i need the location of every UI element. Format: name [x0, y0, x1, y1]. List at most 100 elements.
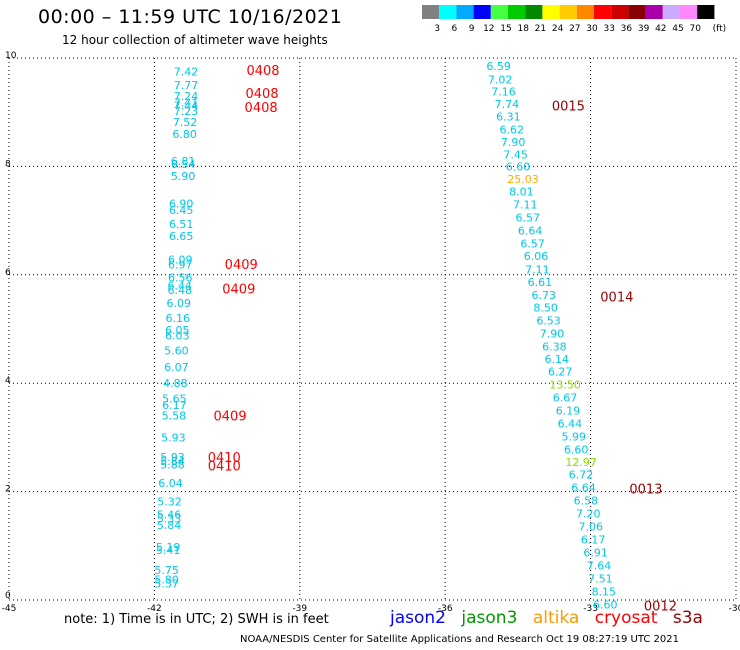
- swh-value: 6.05: [165, 324, 190, 337]
- swh-value: 7.11: [525, 263, 550, 276]
- swh-value: 6.73: [531, 289, 556, 302]
- swh-value: 6.45: [169, 204, 194, 217]
- legend-s3a: s3a: [672, 608, 703, 628]
- swh-value: 5.93: [161, 431, 186, 444]
- footer-note: note: 1) Time is in UTC; 2) SWH is in fe…: [64, 612, 329, 627]
- swh-value: 8.15: [592, 585, 617, 598]
- swh-value: 6.17: [581, 533, 606, 546]
- swh-value: 6.44: [558, 417, 583, 430]
- swh-value: 6.06: [524, 250, 549, 263]
- swh-value: 7.64: [587, 559, 612, 572]
- swh-value: 13.50: [549, 378, 581, 391]
- swh-value: 6.60: [564, 443, 589, 456]
- legend-swatch: [473, 5, 491, 19]
- swh-value: 6.53: [536, 314, 561, 327]
- swh-value: 6.04: [158, 477, 183, 490]
- swh-value: 7.52: [173, 116, 198, 129]
- legend-unit: (ft): [713, 24, 727, 34]
- swh-value: 6.51: [169, 218, 194, 231]
- legend-swatch: [456, 5, 474, 19]
- legend-swatch: [662, 5, 680, 19]
- legend-altika: altika: [532, 608, 580, 628]
- swh-value: 5.99: [562, 430, 587, 443]
- pass-time-label: 0014: [600, 290, 633, 305]
- swh-value: 7.42: [174, 66, 199, 79]
- swh-value: 6.62: [499, 124, 524, 137]
- swh-value: 6.97: [168, 259, 193, 272]
- swh-value: 6.19: [556, 404, 581, 417]
- y-tick-label: 8: [5, 159, 11, 169]
- y-tick-label: 2: [5, 485, 11, 495]
- y-tick-label: 6: [5, 268, 11, 278]
- pass-time-label: 0408: [246, 87, 279, 102]
- swh-value: 6.90: [169, 197, 194, 210]
- swh-value: 5.19: [156, 541, 181, 554]
- swh-value: 6.56: [168, 272, 193, 285]
- swh-value: 7.20: [576, 507, 601, 520]
- swh-value: 12.97: [565, 456, 597, 469]
- legend-swatch-label: 24: [552, 24, 564, 34]
- legend-swatch: [422, 5, 440, 19]
- swh-value: 5.88: [160, 459, 185, 472]
- swh-value: 6.16: [166, 312, 191, 325]
- color-scale-legend: 3 6 9 12 15 18 21 24 27 30 33 36 39 42 45 70 (ft): [422, 5, 727, 34]
- swh-value: 5.58: [162, 410, 187, 423]
- pass-time-label: 0409: [214, 410, 247, 425]
- chart-title: 00:00 – 11:59 UTC 10/16/2021: [38, 6, 343, 28]
- legend-jason3: jason3: [461, 608, 518, 628]
- swh-value: 7.44: [174, 100, 199, 113]
- swh-value: 5.93: [160, 451, 185, 464]
- swh-value: 8.01: [509, 185, 534, 198]
- swh-value: 7.11: [513, 198, 538, 211]
- swh-value: 6.64: [571, 481, 596, 494]
- swh-value: 5.41: [156, 544, 181, 557]
- swh-value: 4.88: [163, 377, 188, 390]
- legend-swatch-label: 33: [603, 24, 614, 34]
- x-tick-label: -45: [2, 604, 17, 612]
- legend-swatch: [628, 5, 646, 19]
- legend-swatch: [508, 5, 526, 19]
- legend-swatch-label: 12: [483, 24, 494, 34]
- pass-time-label: 0013: [629, 482, 662, 497]
- legend-swatch-label: 3: [434, 24, 440, 34]
- swh-value: 6.60: [593, 598, 618, 611]
- swh-value: 6.38: [542, 340, 567, 353]
- x-tick-label: -39: [292, 604, 307, 612]
- swh-value: 6.27: [548, 365, 573, 378]
- legend-swatch-label: 27: [569, 24, 580, 34]
- pass-time-label: 0408: [246, 64, 279, 79]
- swh-value: 7.41: [174, 96, 199, 109]
- legend-swatch-label: 21: [535, 24, 546, 34]
- swh-value: 7.74: [495, 98, 520, 111]
- swh-value: 5.84: [160, 455, 185, 468]
- legend-swatch: [559, 5, 577, 19]
- swh-value: 6.17: [162, 399, 187, 412]
- swh-value: 7.16: [491, 86, 516, 99]
- swh-value: 6.67: [553, 391, 578, 404]
- swh-value: 7.77: [174, 79, 199, 92]
- x-tick-label: -33: [583, 604, 598, 612]
- legend-swatch-label: 36: [621, 24, 633, 34]
- swh-value: 6.58: [574, 494, 599, 507]
- swh-value: 7.45: [503, 148, 528, 161]
- swh-value: 6.48: [167, 284, 192, 297]
- y-tick-label: 0: [5, 591, 11, 601]
- legend-swatch-label: 6: [452, 24, 458, 34]
- swh-value: 7.24: [174, 90, 199, 103]
- x-tick-label: -36: [438, 604, 453, 612]
- swh-value: 5.33: [157, 513, 182, 526]
- swh-value: 6.09: [168, 254, 193, 267]
- swh-value: 6.03: [165, 330, 190, 343]
- swh-value: 7.23: [174, 105, 199, 118]
- chart-subtitle: 12 hour collection of altimeter wave hei…: [62, 33, 328, 47]
- swh-value: 7.51: [588, 572, 613, 585]
- swh-value: 6.57: [520, 237, 545, 250]
- y-tick-label: 4: [5, 376, 11, 386]
- swh-value: 5.90: [171, 170, 196, 183]
- swh-value: 7.90: [501, 136, 525, 149]
- legend-swatch: [439, 5, 457, 19]
- swh-value: 6.54: [171, 158, 196, 171]
- legend-swatch-label: 30: [586, 24, 598, 34]
- legend-swatch-label: 9: [469, 24, 475, 34]
- legend-swatch-label: 15: [500, 24, 511, 34]
